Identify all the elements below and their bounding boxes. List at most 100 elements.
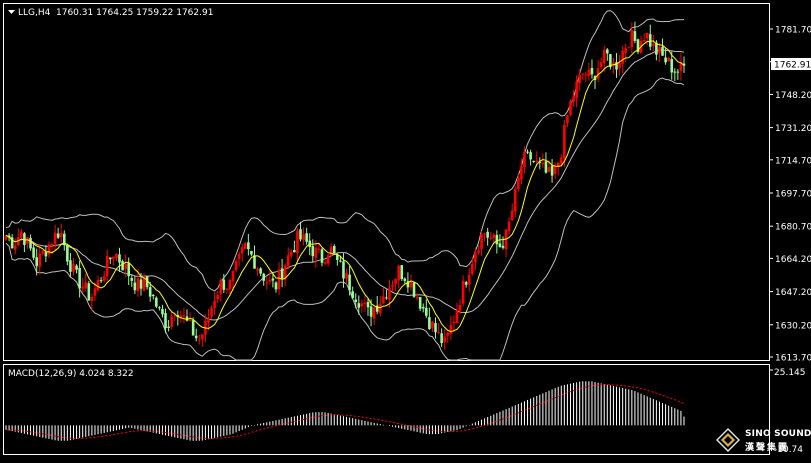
candle-body [78, 268, 81, 289]
candle-body [38, 253, 42, 267]
candle-body [406, 281, 410, 288]
candle-body [115, 254, 118, 259]
candle-body [262, 273, 266, 281]
candle-body [293, 249, 296, 253]
macd-label: MACD(12,26,9) 4.024 8.322 [8, 369, 134, 379]
candle-body [250, 250, 253, 255]
candle-body [317, 248, 321, 250]
candle-body [191, 320, 195, 336]
candle-body [148, 287, 152, 297]
candle-body [400, 265, 404, 280]
candle-body [336, 254, 339, 260]
candle-body [213, 300, 216, 309]
candle-body [44, 252, 48, 257]
candle-body [664, 57, 667, 63]
candle-body [290, 251, 293, 256]
candle-body [105, 255, 109, 277]
candle-body [197, 339, 201, 341]
price-axis-label: 1731.20 [775, 124, 811, 134]
candle-body [486, 231, 489, 238]
candle-body [602, 49, 606, 64]
candle-body [627, 47, 631, 49]
candle-body [124, 264, 127, 269]
candle-body [164, 313, 167, 329]
macd-panel-frame [3, 364, 770, 455]
candle-body [612, 62, 615, 66]
candles-layer [4, 21, 686, 350]
candle-body [587, 69, 591, 76]
candle-body [382, 296, 385, 304]
candle-body [228, 280, 232, 290]
candle-body [47, 244, 51, 255]
candle-body [642, 39, 646, 42]
candle-body [234, 261, 238, 271]
candle-body [532, 160, 535, 162]
candle-body [510, 210, 514, 221]
candle-body [185, 316, 189, 321]
candle-body [428, 317, 431, 330]
candle-body [431, 321, 434, 328]
price-axis-label: 1748.20 [775, 91, 811, 101]
candle-body [673, 71, 677, 73]
candle-body [492, 234, 496, 239]
candle-body [348, 274, 351, 291]
candle-body [658, 47, 661, 53]
candle-body [118, 254, 121, 263]
candle-body [618, 62, 621, 69]
candle-body [179, 315, 183, 319]
candle-body [452, 321, 456, 324]
candle-body [305, 233, 308, 242]
candle-body [253, 255, 256, 269]
price-axis-label: 1714.70 [775, 156, 811, 166]
candle-body [207, 318, 210, 323]
candle-body [20, 231, 23, 238]
candle-body [237, 253, 241, 260]
candle-body [10, 237, 14, 249]
candle-body [296, 231, 299, 254]
candle-body [69, 260, 72, 272]
candle-body [424, 307, 428, 316]
candle-body [440, 333, 443, 344]
candle-body [366, 301, 370, 308]
macd-signal-line [6, 384, 685, 439]
candle-body [464, 282, 468, 285]
candle-body [329, 246, 333, 256]
candle-body [59, 233, 63, 237]
candle-body [216, 295, 219, 300]
candle-body [679, 62, 683, 72]
candle-body [461, 280, 465, 304]
candle-body [477, 250, 480, 253]
candle-body [243, 243, 247, 249]
header-dropdown-icon[interactable] [8, 10, 15, 14]
candle-body [458, 305, 462, 311]
ohlc-label: 1760.31 1764.25 1759.22 1762.91 [56, 8, 213, 18]
candle-body [314, 247, 318, 258]
candle-body [323, 262, 327, 264]
candle-body [351, 291, 354, 299]
candle-body [56, 233, 60, 238]
candle-body [271, 278, 275, 281]
candle-body [636, 39, 640, 52]
candle-body [624, 48, 628, 53]
candle-body [151, 294, 155, 297]
candle-body [256, 268, 259, 271]
candle-body [23, 233, 26, 245]
candle-body [676, 71, 680, 73]
candle-body [127, 263, 131, 277]
brand-name-latin: SINO SOUND [745, 429, 811, 439]
candle-body [326, 255, 330, 264]
candle-body [388, 287, 391, 300]
candle-body [155, 297, 158, 307]
bollinger-middle-line [5, 49, 685, 321]
candle-body [247, 242, 250, 250]
candle-body [145, 276, 149, 288]
candle-body [498, 243, 502, 248]
candle-body [596, 68, 600, 79]
candle-body [517, 177, 520, 190]
candle-body [578, 74, 581, 84]
candle-body [397, 265, 400, 281]
candle-body [569, 101, 572, 115]
